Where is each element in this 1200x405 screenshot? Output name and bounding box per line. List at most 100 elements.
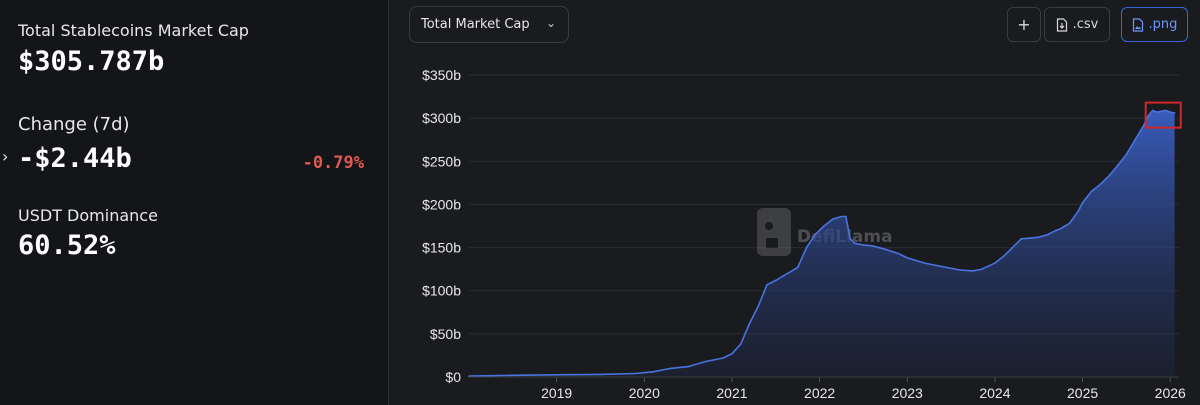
data-point [634,372,637,375]
change-value: -$2.44b [18,143,132,174]
data-point [1160,110,1163,113]
defillama-logo-icon [757,208,791,256]
data-point [845,215,847,218]
data-point [805,246,808,249]
metric-select-label: Total Market Cap [421,17,530,32]
data-point [1147,114,1150,117]
series-area [469,110,1175,378]
download-csv-button[interactable]: .csv [1044,7,1110,42]
x-tick-label: 2025 [1067,385,1098,401]
csv-label: .csv [1072,17,1099,32]
data-point [652,371,654,373]
data-point [739,343,742,346]
data-point [906,257,909,259]
x-tick-label: 2019 [541,385,572,401]
data-point [512,374,514,377]
highlight-box [1144,101,1182,129]
chevron-down-icon: ⌄ [545,16,556,30]
data-point [1059,227,1062,230]
png-label: .png [1148,17,1178,32]
data-point [722,357,724,359]
market-cap-value: $305.787b [18,46,165,77]
data-point [871,245,874,247]
x-tick-label: 2020 [629,385,660,401]
data-point [884,248,887,251]
download-file-icon [1056,17,1067,32]
metric-select[interactable]: Total Market Cap ⌄ [409,6,569,43]
data-point [1037,236,1040,239]
data-point [1173,112,1176,114]
data-point [1090,190,1093,193]
data-point [774,279,777,282]
data-point [862,244,865,246]
data-point [783,274,786,276]
change-label: Change (7d) [18,114,130,135]
data-point [1081,201,1084,204]
data-point [687,365,689,368]
dominance-label: USDT Dominance [18,206,158,225]
data-point [1143,124,1145,126]
data-point [1116,164,1119,167]
data-point [1165,109,1167,112]
data-point [972,270,974,272]
data-point [1151,109,1154,112]
add-button[interactable]: + [1007,7,1041,42]
download-png-button[interactable]: .png [1121,7,1188,42]
chevron-right-icon[interactable]: › [2,147,9,166]
y-tick-label: $0 [445,369,461,385]
y-tick-label: $50b [430,326,461,342]
dominance-value: 60.52% [18,230,116,261]
market-cap-label: Total Stablecoins Market Cap [18,21,249,40]
data-point [1108,175,1110,177]
x-tick-label: 2023 [892,385,923,401]
data-point [847,229,850,232]
y-tick-label: $200b [422,196,461,212]
data-point [1011,246,1014,249]
data-point [1068,222,1071,225]
data-point [924,262,926,264]
y-tick-label: $100b [422,283,461,299]
data-point [831,218,834,220]
data-point [1046,233,1049,236]
y-tick-label: $300b [422,110,461,126]
chart-panel: $0 $50b $100b $150b $200b $250b $300b $350b 2019… [389,0,1200,405]
data-point [814,233,817,236]
data-point [731,352,733,355]
data-point [1020,238,1023,240]
data-point [980,268,983,270]
market-cap-chart: $0 $50b $100b $150b $200b $250b $300b $350b 2019… [422,67,1186,401]
data-point [555,374,558,376]
data-point [849,238,852,240]
data-point [1099,183,1101,186]
data-point [1055,229,1058,232]
panel-divider [388,0,389,405]
data-point [1125,153,1128,156]
data-point [766,283,768,286]
data-point [704,360,707,363]
data-point [959,269,961,271]
image-file-icon [1132,17,1143,32]
data-point [1002,255,1005,257]
data-point [853,242,856,245]
y-tick-label: $250b [422,153,461,169]
x-tick-label: 2026 [1155,385,1186,401]
data-point [897,252,900,255]
data-point [669,367,672,370]
change-percent: -0.79% [302,153,364,173]
data-point [1156,111,1158,113]
stats-sidebar: Total Stablecoins Market Cap $305.787b ›… [0,0,388,405]
data-point [994,262,996,264]
x-tick-label: 2022 [804,385,835,401]
data-point [941,265,944,268]
data-point [1029,237,1031,239]
data-point [1077,210,1079,213]
data-point [823,225,825,227]
data-point [748,322,751,325]
data-point [796,266,799,269]
data-point [1169,111,1172,113]
y-tick-label: $150b [422,240,461,256]
data-point [1134,138,1136,141]
data-point [840,215,843,218]
x-tick-label: 2024 [979,385,1010,401]
y-tick-label: $350b [422,67,461,83]
